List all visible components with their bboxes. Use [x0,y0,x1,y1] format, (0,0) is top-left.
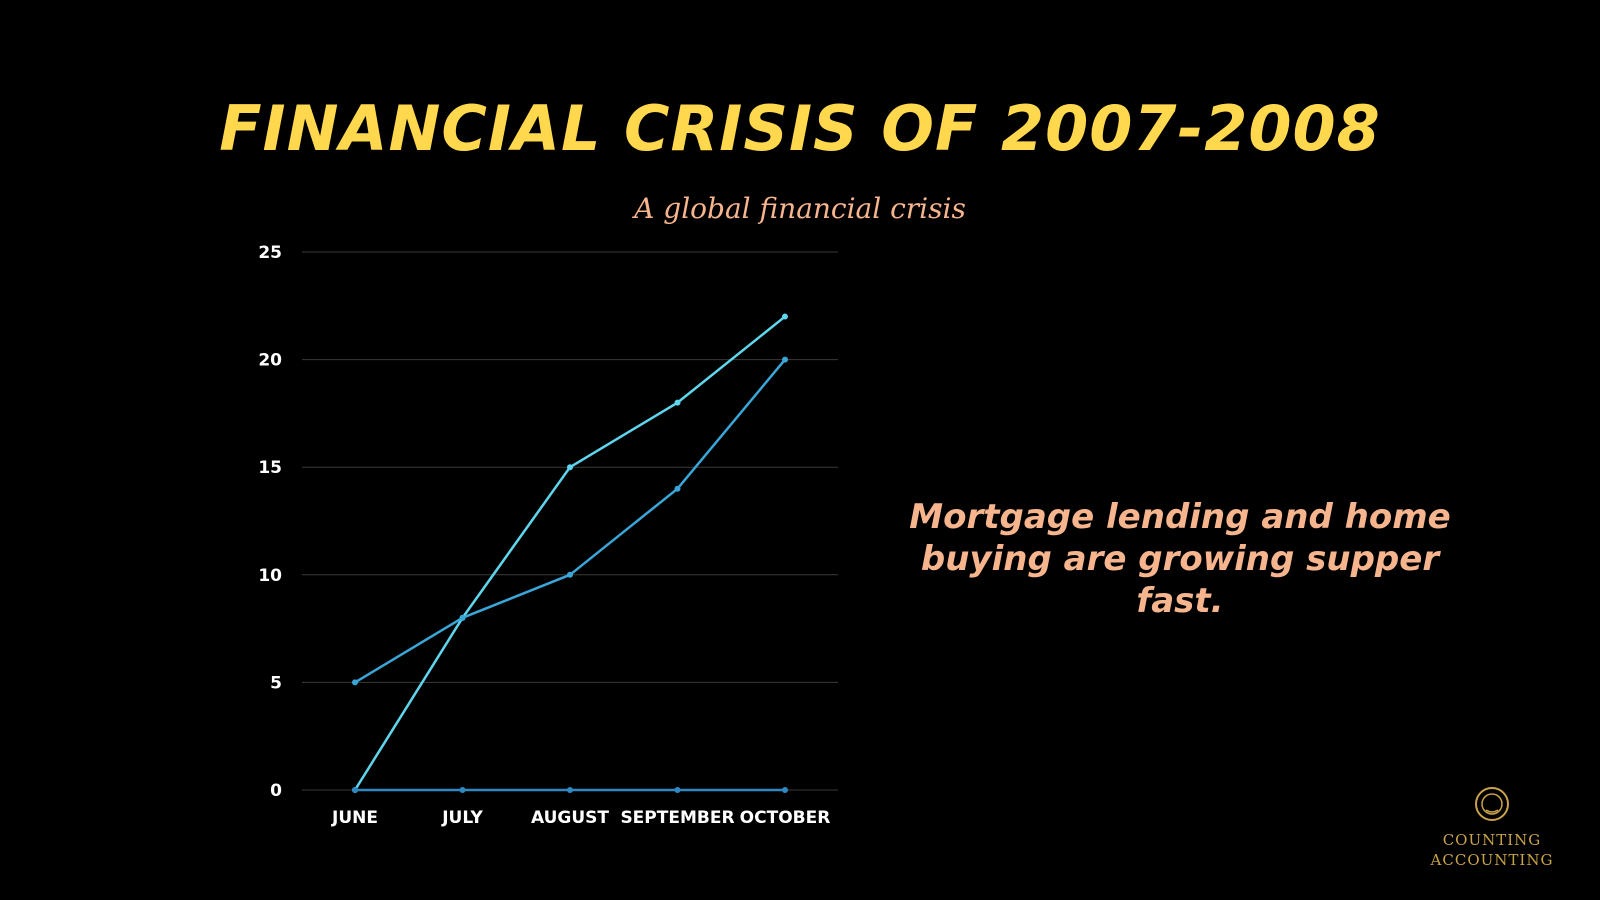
data-point [674,485,681,492]
series-line-1 [353,315,786,791]
data-point [459,787,466,793]
slide-title: FINANCIAL CRISIS OF 2007-2008 [219,92,1381,165]
data-point [567,787,573,793]
series-line-2 [354,358,786,684]
y-tick-label: 20 [258,351,282,371]
data-point [782,356,788,363]
data-point [352,787,358,793]
data-point [352,679,358,686]
data-point [782,787,788,793]
y-tick-label: 10 [258,566,282,586]
x-tick-label: JULY [441,808,483,828]
y-tick-label: 0 [270,781,282,801]
y-tick-label: 25 [258,243,282,263]
x-tick-label: OCTOBER [740,808,831,828]
y-tick-label: 15 [258,458,282,478]
data-point [567,571,573,578]
logo-line-2: ACCOUNTING [1430,851,1554,869]
callout-text: Mortgage lending and home buying are gro… [909,497,1451,621]
data-point [782,313,788,320]
logo-line-1: COUNTING [1442,831,1542,849]
data-point [459,614,466,621]
laurel-wreath-icon [1475,787,1509,821]
data-point [567,464,573,471]
brand-logo: COUNTING ACCOUNTING [1418,786,1566,870]
y-tick-label: 5 [270,673,282,693]
x-tick-label: AUGUST [531,808,609,828]
slide-subtitle: A global financial crisis [634,192,966,225]
x-tick-label: JUNE [331,808,378,828]
data-point [674,787,681,793]
x-tick-label: SEPTEMBER [620,808,734,828]
data-point [674,399,681,406]
